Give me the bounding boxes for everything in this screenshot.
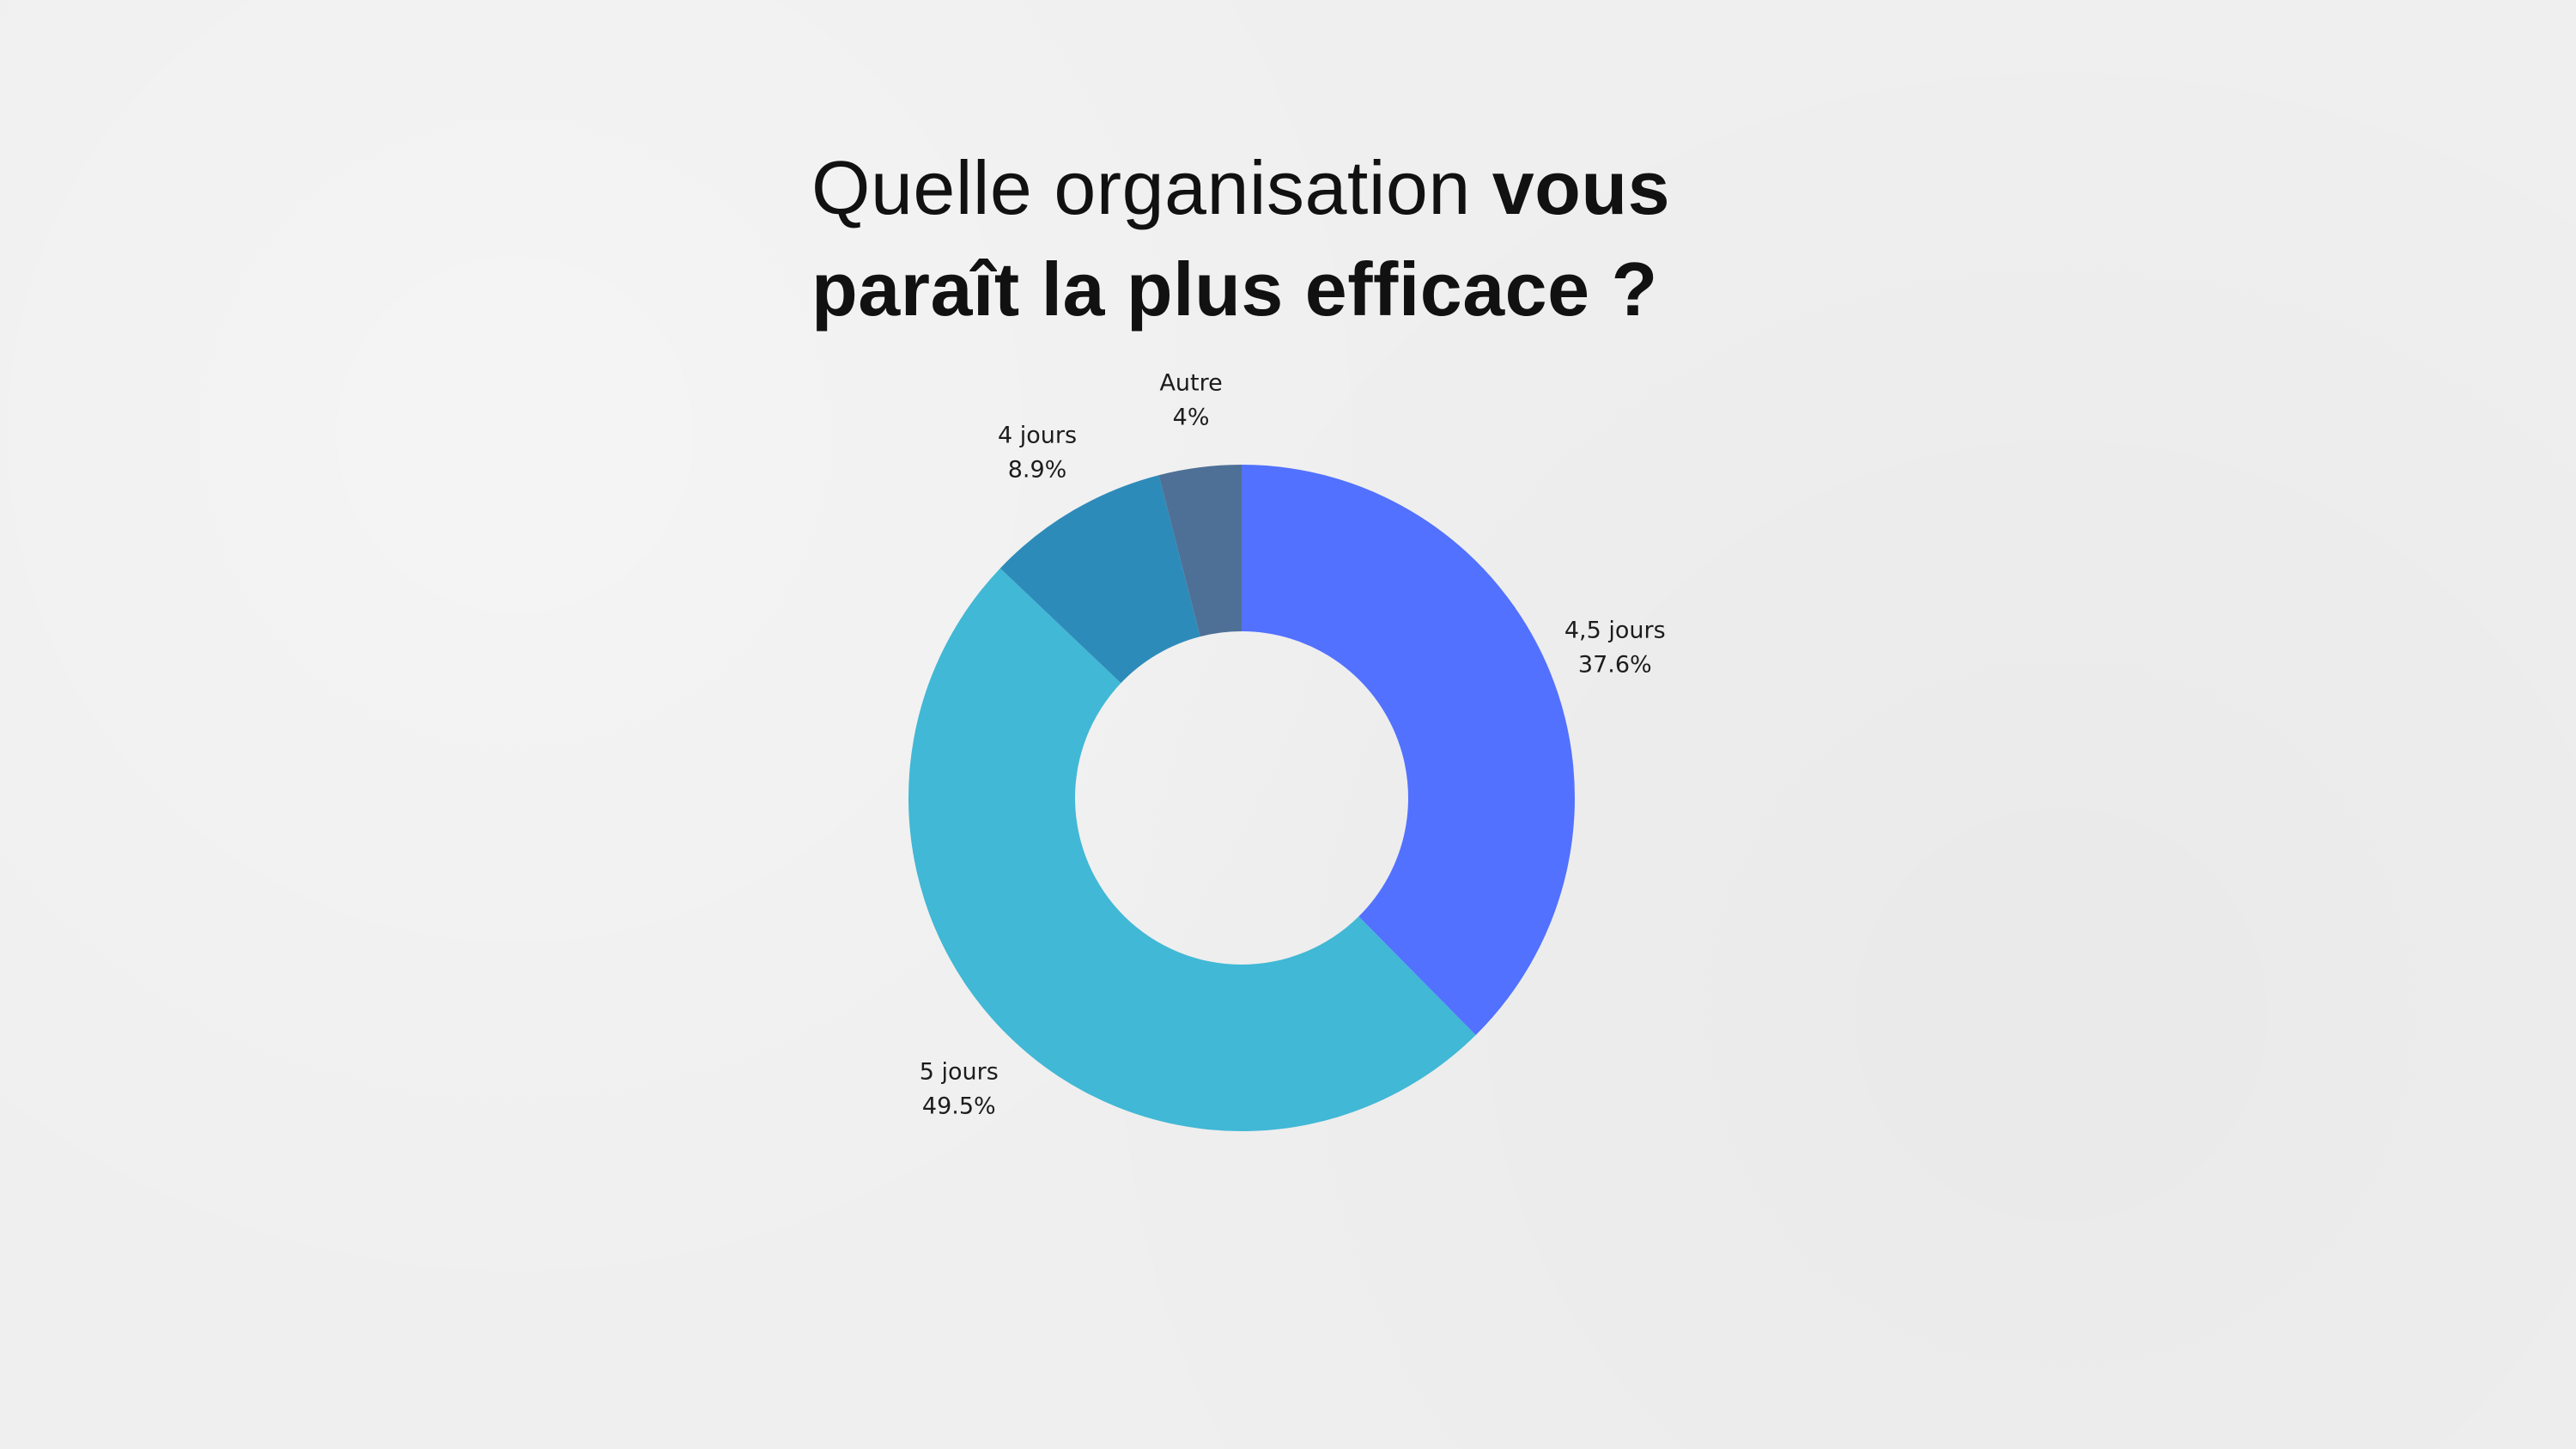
title-line-2: paraît la plus efficace ? (811, 247, 1658, 332)
slice-value-label: 8.9% (1008, 457, 1067, 484)
slice-label-4-jours: 4 jours 8.9% (998, 423, 1077, 484)
slice-category-label: 4,5 jours (1564, 618, 1666, 644)
slice-category-label: Autre (1159, 370, 1222, 397)
slice-value-label: 4% (1173, 405, 1210, 431)
slice-category-label: 4 jours (998, 423, 1077, 449)
slice-4-5-jours (1242, 465, 1575, 1036)
slice-label-autre: Autre 4% (1159, 370, 1222, 431)
title-part-1: Quelle organisation (811, 145, 1492, 230)
slice-value-label: 49.5% (922, 1093, 996, 1119)
slice-labels: 4,5 jours 37.6% 5 jours 49.5% 4 jours 8.9% Aut… (920, 370, 1666, 1120)
donut-slices (908, 465, 1575, 1131)
slice-autre (1158, 465, 1242, 637)
slice-category-label: 5 jours (920, 1058, 999, 1085)
slice-value-label: 37.6% (1578, 652, 1652, 679)
title-emphasis: vous (1492, 145, 1671, 230)
chart-title: Quelle organisation vous paraît la plus e… (811, 137, 1756, 340)
slice-label-4-5-jours: 4,5 jours 37.6% (1564, 618, 1666, 679)
slice-5-jours (908, 568, 1476, 1131)
slice-label-5-jours: 5 jours 49.5% (920, 1058, 999, 1119)
slice-4-jours (999, 475, 1200, 684)
